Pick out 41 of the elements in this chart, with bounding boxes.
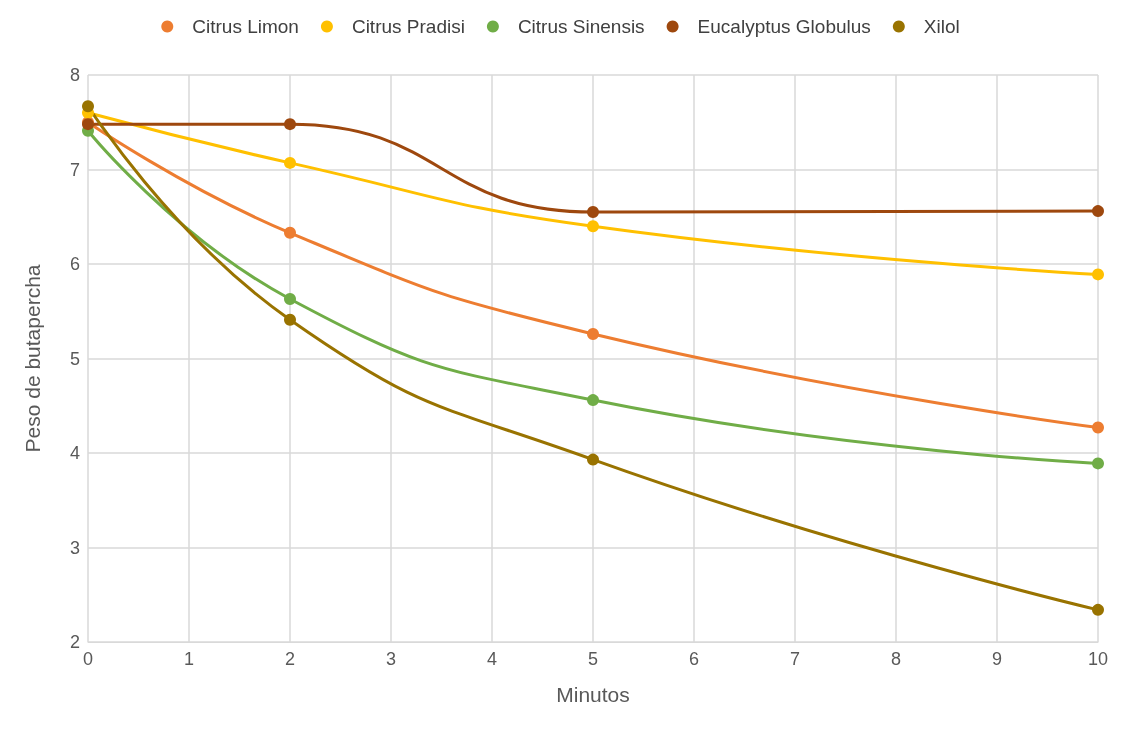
point [284,156,296,169]
point [1092,457,1104,470]
x-tick-label: 0 [82,649,94,669]
point [1092,421,1104,434]
point [284,226,296,239]
legend-label: Citrus Limon [192,16,299,37]
point [1092,205,1104,218]
point [587,327,599,340]
point [587,220,599,233]
point [1092,603,1104,616]
legend-label: Xilol [923,16,960,37]
point [284,313,296,326]
y-tick-label: 7 [69,159,80,180]
x-axis-title: Minutos [556,683,630,706]
point [1092,268,1104,281]
point [284,292,296,305]
y-tick-label: 2 [69,632,80,652]
point [284,118,296,131]
x-tick-label: 4 [486,649,498,669]
y-tick-label: 3 [69,537,80,558]
point [587,453,599,466]
y-tick-label: 6 [69,254,80,274]
x-tick-label: 7 [789,649,801,669]
x-tick-label: 8 [890,649,902,669]
y-tick-label: 5 [69,348,80,369]
legend-label: Eucalyptus Globulus [697,16,871,37]
legend-label: Citrus Pradisi [351,16,465,37]
x-tick-label: 3 [385,649,397,669]
y-tick-label: 8 [69,65,80,85]
x-tick-label: 10 [1087,649,1109,669]
x-tick-label: 5 [587,649,599,669]
x-tick-label: 9 [991,649,1003,669]
x-tick-label: 6 [688,649,700,669]
y-tick-label: 4 [69,443,80,463]
point [587,206,599,219]
x-tick-label: 2 [284,649,296,669]
point [82,100,94,113]
y-axis-title: Peso de butapercha [21,264,44,453]
x-tick-label: 1 [183,649,195,669]
legend-label: Citrus Sinensis [517,16,645,37]
point [587,394,599,407]
